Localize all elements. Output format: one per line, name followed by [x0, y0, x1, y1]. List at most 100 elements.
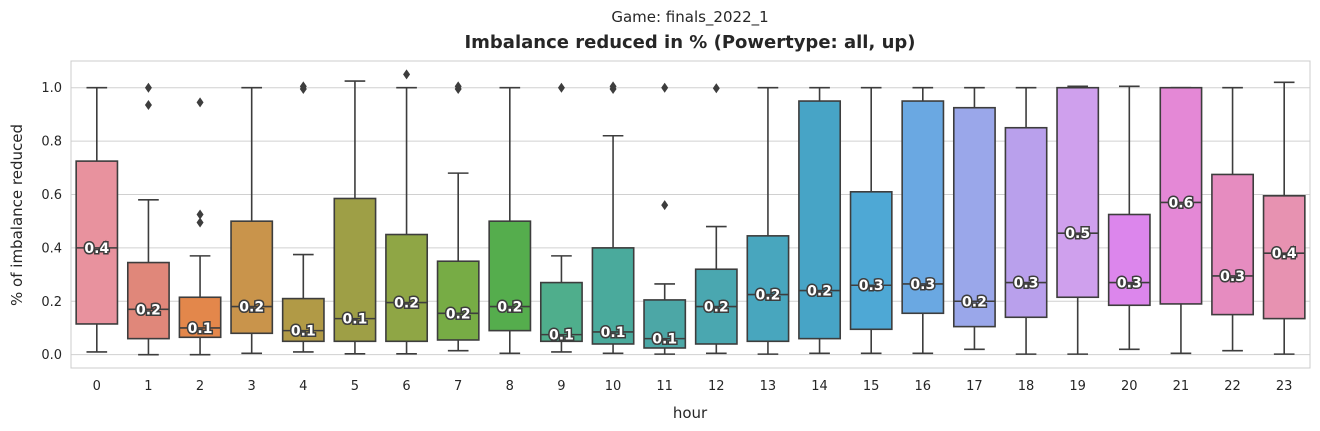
box-hour-23: 0.4 [1262, 81, 1306, 355]
iqr-box [643, 299, 687, 349]
y-tick-label: 0.2 [41, 295, 62, 310]
x-tick-label: 20 [1121, 379, 1138, 394]
box-hour-7: 0.2 [436, 81, 480, 352]
median-label: 0.1 [652, 332, 677, 348]
iqr-box [849, 191, 893, 331]
x-axis-label: hour [673, 404, 708, 422]
median-label: 0.6 [1169, 195, 1194, 211]
x-tick-label: 1 [144, 379, 152, 394]
median-label: 0.2 [962, 294, 987, 310]
median-label: 0.4 [1272, 246, 1297, 262]
iqr-box [126, 261, 170, 340]
x-tick-label: 13 [760, 379, 777, 394]
outlier-point [454, 81, 462, 92]
x-tick-label: 14 [811, 379, 828, 394]
median-label: 0.1 [188, 321, 213, 337]
median-label: 0.3 [859, 278, 884, 294]
median-label: 0.1 [343, 312, 368, 328]
x-tick-label: 3 [248, 379, 256, 394]
x-tick-label: 5 [351, 379, 359, 394]
boxes-layer: 0.4 0.2 0.1 0.2 0.1 0.1 0.2 0.2 0.2 0.1 0.1 0.1 0.2 0… [75, 69, 1306, 356]
x-tick-labels: 0 1 2 3 4 5 6 7 8 9 10 11 12 13 14 15 16 17 18 19 20 21 22 23 [93, 379, 1293, 394]
median-label: 0.3 [1117, 276, 1142, 292]
outlier-point [299, 81, 307, 92]
x-tick-label: 6 [402, 379, 410, 394]
median-label: 0.2 [497, 300, 522, 316]
median-label: 0.5 [1065, 226, 1090, 242]
x-tick-label: 21 [1173, 379, 1190, 394]
box-hour-9: 0.1 [539, 82, 583, 353]
box-hour-14: 0.2 [798, 86, 842, 355]
box-hour-21: 0.6 [1159, 86, 1203, 355]
x-tick-label: 7 [454, 379, 462, 394]
x-tick-label: 11 [656, 379, 673, 394]
median-label: 0.3 [1014, 276, 1039, 292]
x-tick-label: 10 [605, 379, 622, 394]
iqr-box [746, 235, 790, 343]
outlier-point [196, 217, 204, 228]
iqr-box [901, 100, 945, 315]
box-hour-2: 0.1 [178, 97, 222, 356]
x-tick-label: 2 [196, 379, 204, 394]
x-tick-label: 18 [1018, 379, 1035, 394]
box-hour-1: 0.2 [126, 82, 170, 356]
median-label: 0.3 [1220, 269, 1245, 285]
x-tick-label: 4 [299, 379, 307, 394]
x-tick-label: 22 [1224, 379, 1241, 394]
box-hour-22: 0.3 [1211, 86, 1255, 352]
iqr-box [798, 100, 842, 340]
outlier-point [196, 209, 204, 220]
box-hour-10: 0.1 [591, 81, 635, 355]
iqr-box [488, 220, 532, 332]
box-hour-5: 0.1 [333, 80, 377, 355]
outlier-point [144, 82, 152, 93]
median-label: 0.2 [239, 300, 264, 316]
y-tick-labels: 0.0 0.2 0.4 0.6 0.8 1.0 [41, 81, 62, 363]
chart-suptitle: Game: finals_2022_1 [611, 8, 768, 27]
y-tick-label: 0.8 [41, 135, 62, 150]
median-label: 0.4 [84, 241, 109, 257]
iqr-box [230, 220, 274, 335]
box-hour-18: 0.3 [1004, 86, 1048, 355]
box-hour-20: 0.3 [1107, 85, 1151, 351]
outlier-point [403, 69, 411, 80]
iqr-box [1107, 213, 1151, 307]
y-tick-label: 0.0 [41, 348, 62, 363]
iqr-box [539, 281, 583, 343]
median-label: 0.1 [549, 328, 574, 344]
box-hour-8: 0.2 [488, 86, 532, 355]
outlier-point [609, 81, 617, 92]
box-hour-6: 0.2 [385, 69, 429, 355]
x-tick-label: 0 [93, 379, 101, 394]
iqr-box [1004, 126, 1048, 319]
median-label: 0.3 [910, 277, 935, 293]
iqr-box [436, 260, 480, 341]
box-hour-12: 0.2 [694, 83, 738, 355]
iqr-box [1159, 86, 1203, 305]
x-tick-label: 17 [966, 379, 983, 394]
x-tick-label: 16 [915, 379, 932, 394]
median-label: 0.2 [394, 296, 419, 312]
box-hour-11: 0.1 [643, 82, 687, 355]
chart-title: Imbalance reduced in % (Powertype: all, … [464, 32, 915, 53]
median-label: 0.2 [756, 288, 781, 304]
box-hour-3: 0.2 [230, 86, 274, 355]
iqr-box [1211, 173, 1255, 316]
outlier-point [712, 83, 720, 94]
box-hour-4: 0.1 [281, 81, 325, 353]
iqr-box [952, 106, 996, 328]
box-hour-19: 0.5 [1056, 85, 1100, 355]
outlier-point [661, 82, 669, 93]
outlier-point [144, 100, 152, 111]
x-tick-label: 12 [708, 379, 725, 394]
y-tick-label: 0.6 [41, 188, 62, 203]
box-hour-15: 0.3 [849, 86, 893, 355]
x-tick-label: 15 [863, 379, 880, 394]
median-label: 0.2 [807, 284, 832, 300]
y-tick-label: 0.4 [41, 241, 62, 256]
iqr-box [1262, 195, 1306, 320]
iqr-box [1056, 86, 1100, 299]
iqr-box [281, 297, 325, 343]
box-hour-16: 0.3 [901, 86, 945, 355]
